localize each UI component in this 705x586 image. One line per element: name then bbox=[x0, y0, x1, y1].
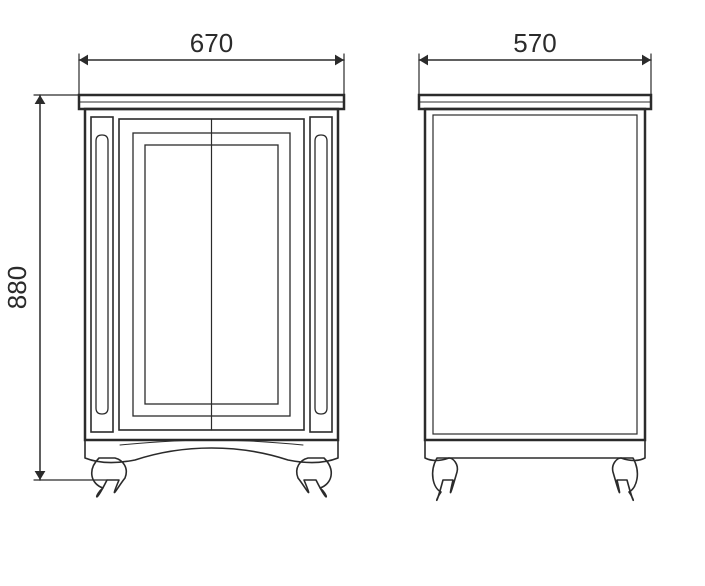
dim-width-side: 570 bbox=[513, 28, 556, 58]
dim-height: 880 bbox=[2, 266, 32, 309]
side-view: 570 bbox=[419, 28, 651, 500]
dim-width-front: 670 bbox=[190, 28, 233, 58]
front-view: 670 880 bbox=[2, 28, 344, 497]
